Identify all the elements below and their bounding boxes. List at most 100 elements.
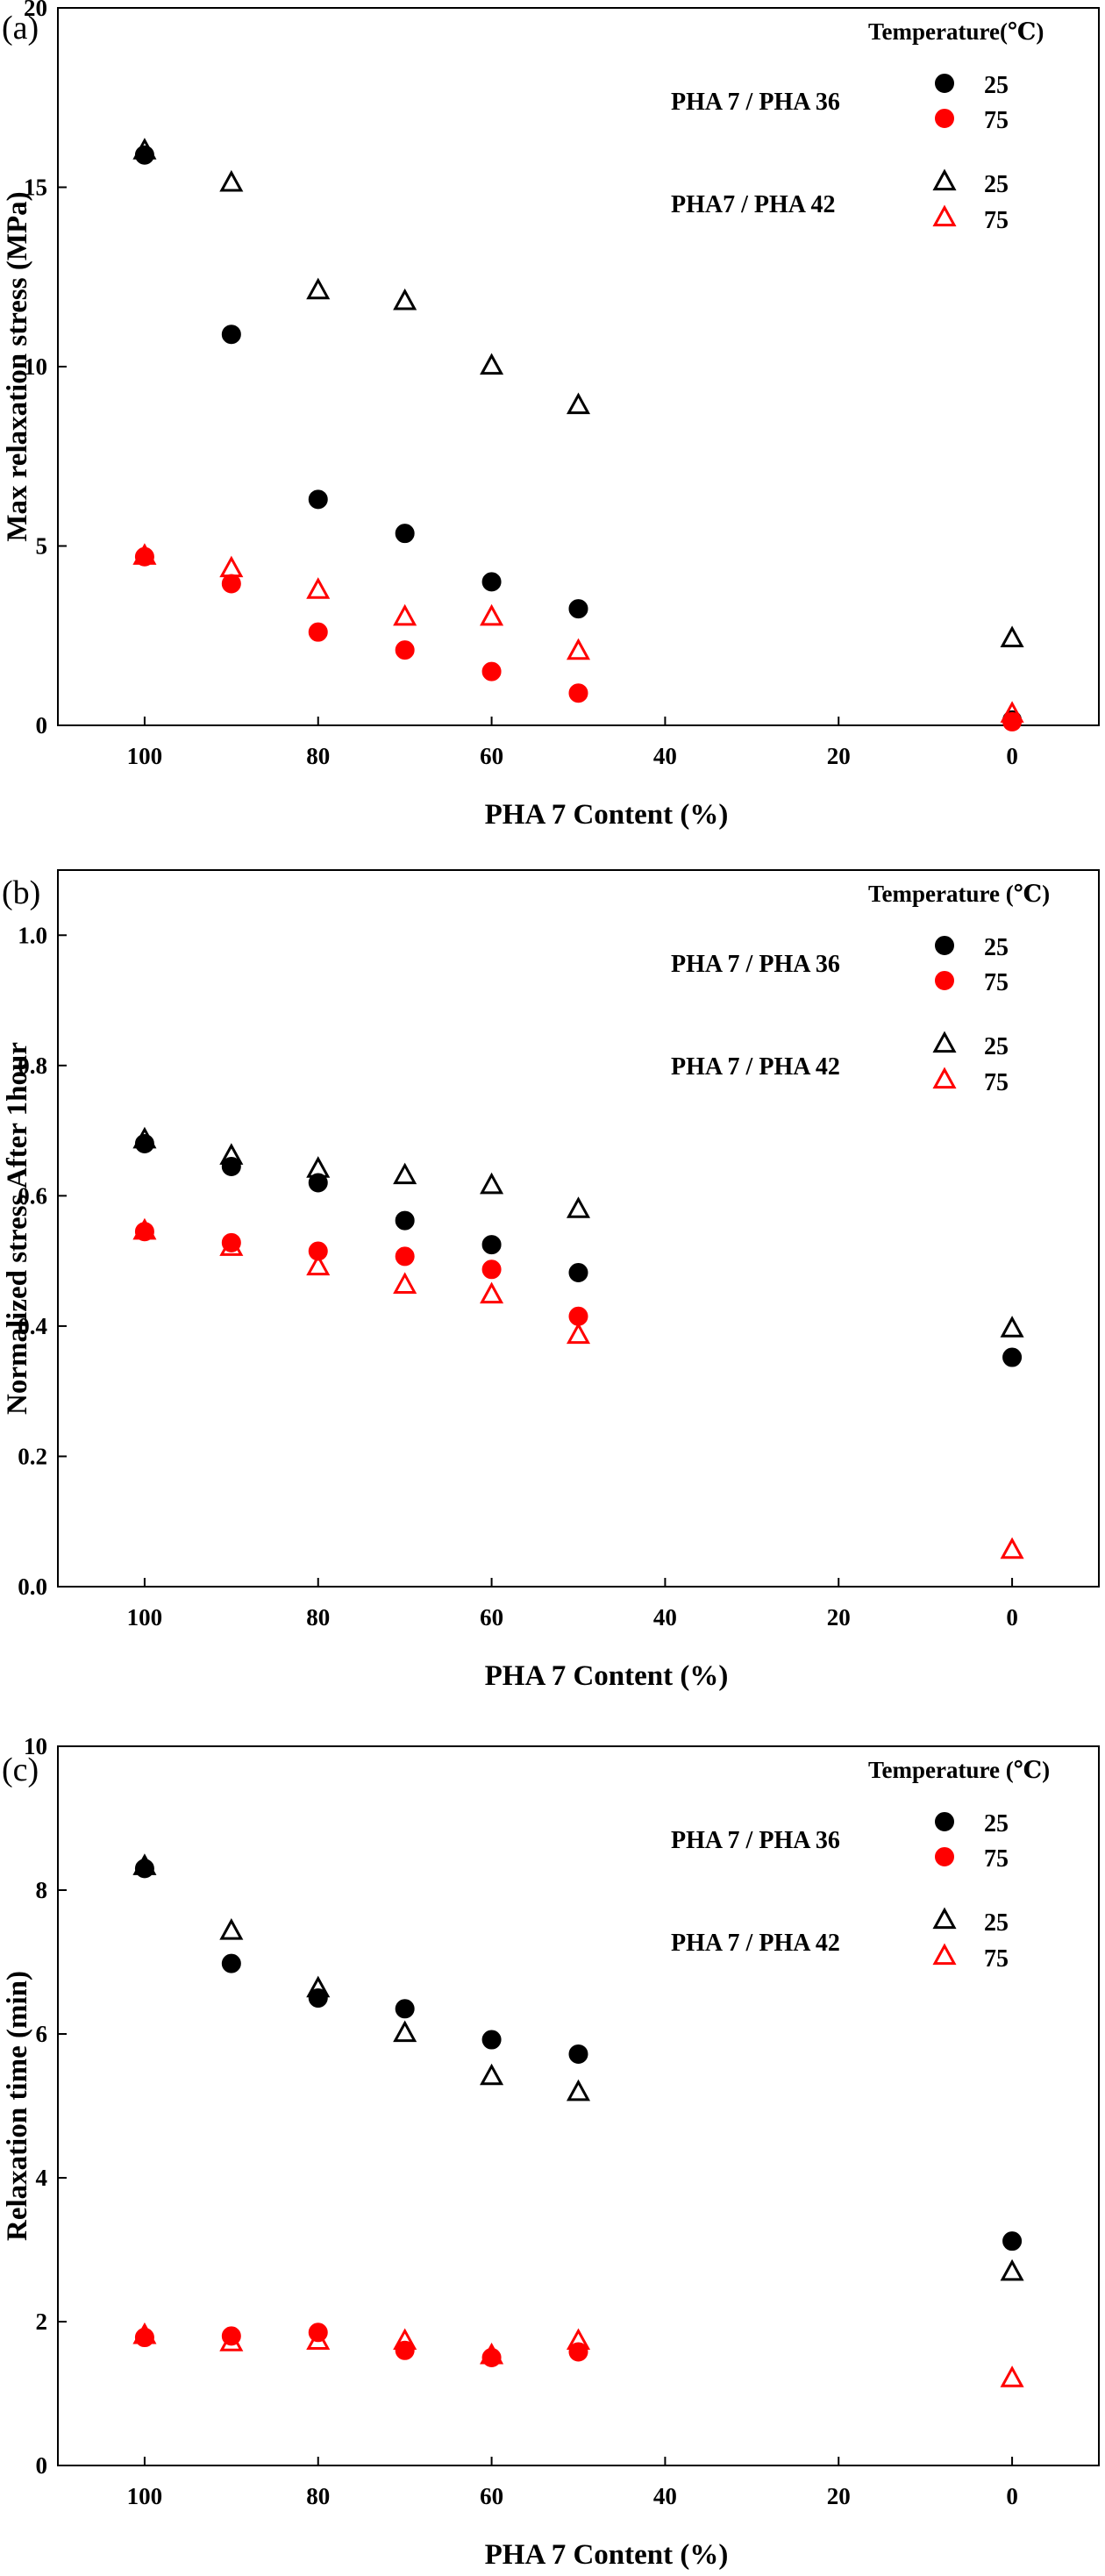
data-point — [393, 1162, 417, 1185]
data-point — [306, 277, 331, 300]
data-point — [306, 2328, 331, 2351]
y-tick-label: 2 — [36, 2308, 48, 2335]
data-point — [393, 288, 417, 310]
data-point — [480, 353, 504, 375]
legend-entry-label: 25 — [984, 1909, 1009, 1937]
legend: Temperature (℃) PHA 7 / PHA 36 PHA 7 / PHA… — [671, 881, 1050, 1096]
y-tick-label: 0.0 — [18, 1573, 47, 1600]
legend-group-label: PHA7 / PHA 42 — [671, 191, 835, 218]
data-point — [221, 1156, 241, 1176]
data-point — [935, 1847, 954, 1866]
data-point — [306, 1253, 331, 1276]
x-axis-title: PHA 7 Content (%) — [485, 1660, 729, 1692]
y-tick-label: 0 — [36, 712, 48, 739]
x-tick-label: 40 — [653, 2483, 677, 2509]
data-point — [566, 392, 591, 415]
x-tick-label: 0 — [1006, 1604, 1018, 1631]
series-circle-75-1 — [134, 1222, 588, 1326]
series-circle-25-0 — [134, 1859, 1023, 2251]
x-tick-label: 60 — [480, 1604, 503, 1631]
legend-entry-label: 75 — [984, 969, 1009, 996]
data-point — [134, 145, 154, 165]
data-point — [393, 2020, 417, 2043]
data-point — [393, 603, 417, 626]
data-point — [219, 169, 244, 192]
y-axis-title: Normalized stress After 1hour — [2, 1042, 33, 1415]
data-point — [132, 1853, 157, 1875]
data-point — [480, 2063, 504, 2086]
x-tick-label: 80 — [306, 743, 330, 769]
x-tick-label: 0 — [1006, 2483, 1018, 2509]
x-tick-label: 100 — [127, 2483, 163, 2509]
data-point — [308, 1988, 328, 2008]
y-tick-label: 0.8 — [18, 1053, 47, 1079]
data-point — [308, 1241, 328, 1261]
data-point — [221, 574, 241, 594]
data-point — [480, 603, 504, 626]
data-point — [1000, 1537, 1024, 1559]
x-tick-label: 60 — [480, 2483, 503, 2509]
legend-entry-label: 25 — [984, 934, 1009, 961]
data-point — [566, 1196, 591, 1218]
data-point — [568, 599, 588, 619]
data-point — [219, 1918, 244, 1940]
x-axis-title: PHA 7 Content (%) — [485, 2539, 729, 2571]
y-axis-title: Relaxation time (min) — [2, 1971, 33, 2241]
data-point — [480, 1172, 504, 1195]
data-point — [221, 325, 241, 345]
y-tick-label: 20 — [24, 0, 47, 21]
y-tick-label: 0.4 — [18, 1313, 47, 1339]
data-point — [932, 168, 957, 191]
chart-panel-b: (b) 0.0 0.2 0.4 0.6 0.8 1.0 100 80 60 40 20 0 PHA 7 C… — [2, 869, 1100, 1692]
x-tick-label: 20 — [827, 743, 851, 769]
plot-frame — [57, 1745, 1100, 2466]
data-point — [219, 1143, 244, 1165]
data-point — [481, 661, 502, 681]
x-tick-label: 60 — [480, 743, 503, 769]
data-point — [932, 204, 957, 227]
data-point — [1000, 2365, 1024, 2387]
series-triangle-25-2 — [132, 1853, 1024, 2281]
y-tick-label: 0 — [36, 2452, 48, 2479]
series-circle-25-0 — [134, 1133, 1023, 1367]
data-point — [306, 1975, 331, 1998]
data-point — [306, 1156, 331, 1178]
chart-panel-a: (a) 0 5 10 15 20 100 80 60 40 20 0 PHA 7 Content (%)… — [2, 0, 1100, 831]
legend-group-label: PHA 7 / PHA 42 — [671, 1930, 840, 1957]
legend-entry-label: 75 — [984, 1945, 1009, 1973]
data-point — [566, 1322, 591, 1345]
data-point — [935, 1812, 954, 1831]
legend: Temperature (℃) PHA 7 / PHA 36 PHA 7 / PHA… — [671, 1757, 1050, 1973]
x-tick-label: 100 — [127, 743, 163, 769]
data-point — [481, 572, 502, 592]
legend-group-label: PHA 7 / PHA 36 — [671, 1827, 840, 1854]
x-tick-label: 80 — [306, 1604, 330, 1631]
x-tick-label: 40 — [653, 1604, 677, 1631]
data-point — [393, 1272, 417, 1294]
y-tick-label: 0.6 — [18, 1182, 47, 1209]
data-point — [568, 683, 588, 703]
chart-panel-c: (c) 0 2 4 6 8 10 100 80 60 40 20 0 PHA 7 Content (%) R… — [2, 1733, 1100, 2571]
data-point — [480, 1281, 504, 1304]
legend-entry-label: 25 — [984, 1033, 1009, 1060]
data-point — [568, 2044, 588, 2064]
data-point — [932, 1907, 957, 1930]
data-point — [132, 1126, 157, 1149]
y-tick-label: 0.2 — [18, 1443, 47, 1469]
data-point — [1000, 625, 1024, 647]
legend-title: Temperature (℃) — [868, 881, 1050, 907]
data-point — [132, 2322, 157, 2344]
data-point — [308, 1173, 328, 1193]
data-point — [308, 622, 328, 642]
data-point — [932, 1943, 957, 1966]
data-point — [481, 2030, 502, 2050]
data-point — [935, 936, 954, 955]
series-circle-75-1 — [134, 2323, 588, 2367]
data-point — [1000, 701, 1024, 723]
data-point — [935, 971, 954, 990]
data-point — [395, 640, 415, 660]
data-point — [393, 2328, 417, 2351]
data-point — [932, 1067, 957, 1089]
legend-entry-label: 75 — [984, 207, 1009, 234]
